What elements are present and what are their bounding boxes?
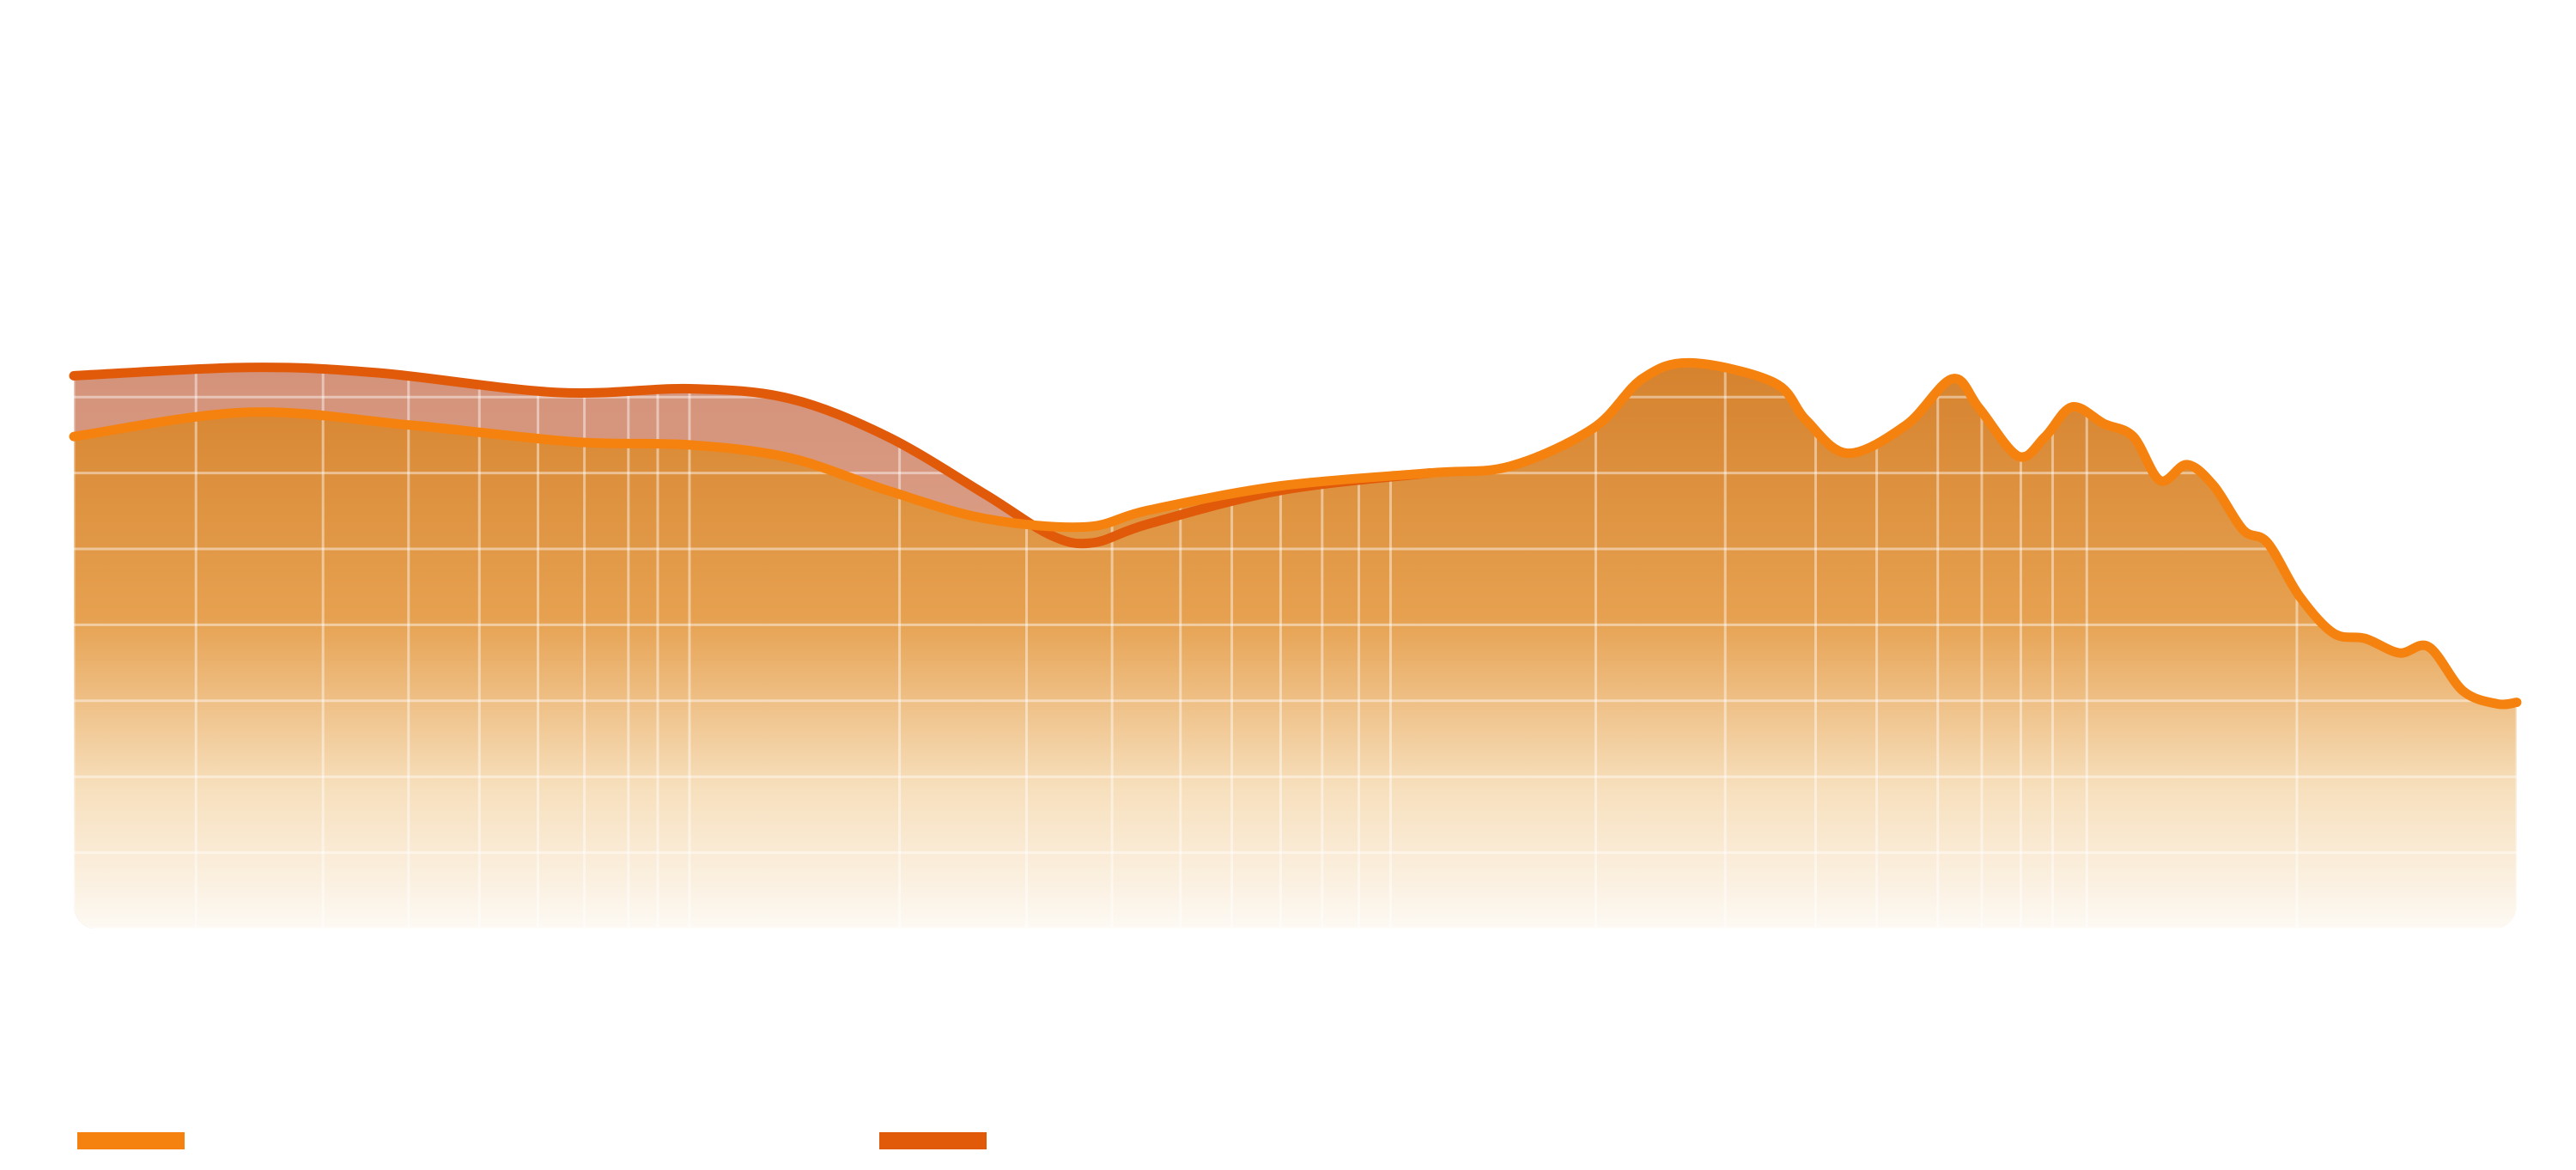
plot-area	[74, 129, 2517, 929]
legend-swatch	[77, 1132, 185, 1149]
series-line	[69, 357, 2522, 710]
legend-swatch	[879, 1132, 987, 1149]
area-fill	[74, 363, 2517, 929]
series-line	[69, 363, 1435, 549]
